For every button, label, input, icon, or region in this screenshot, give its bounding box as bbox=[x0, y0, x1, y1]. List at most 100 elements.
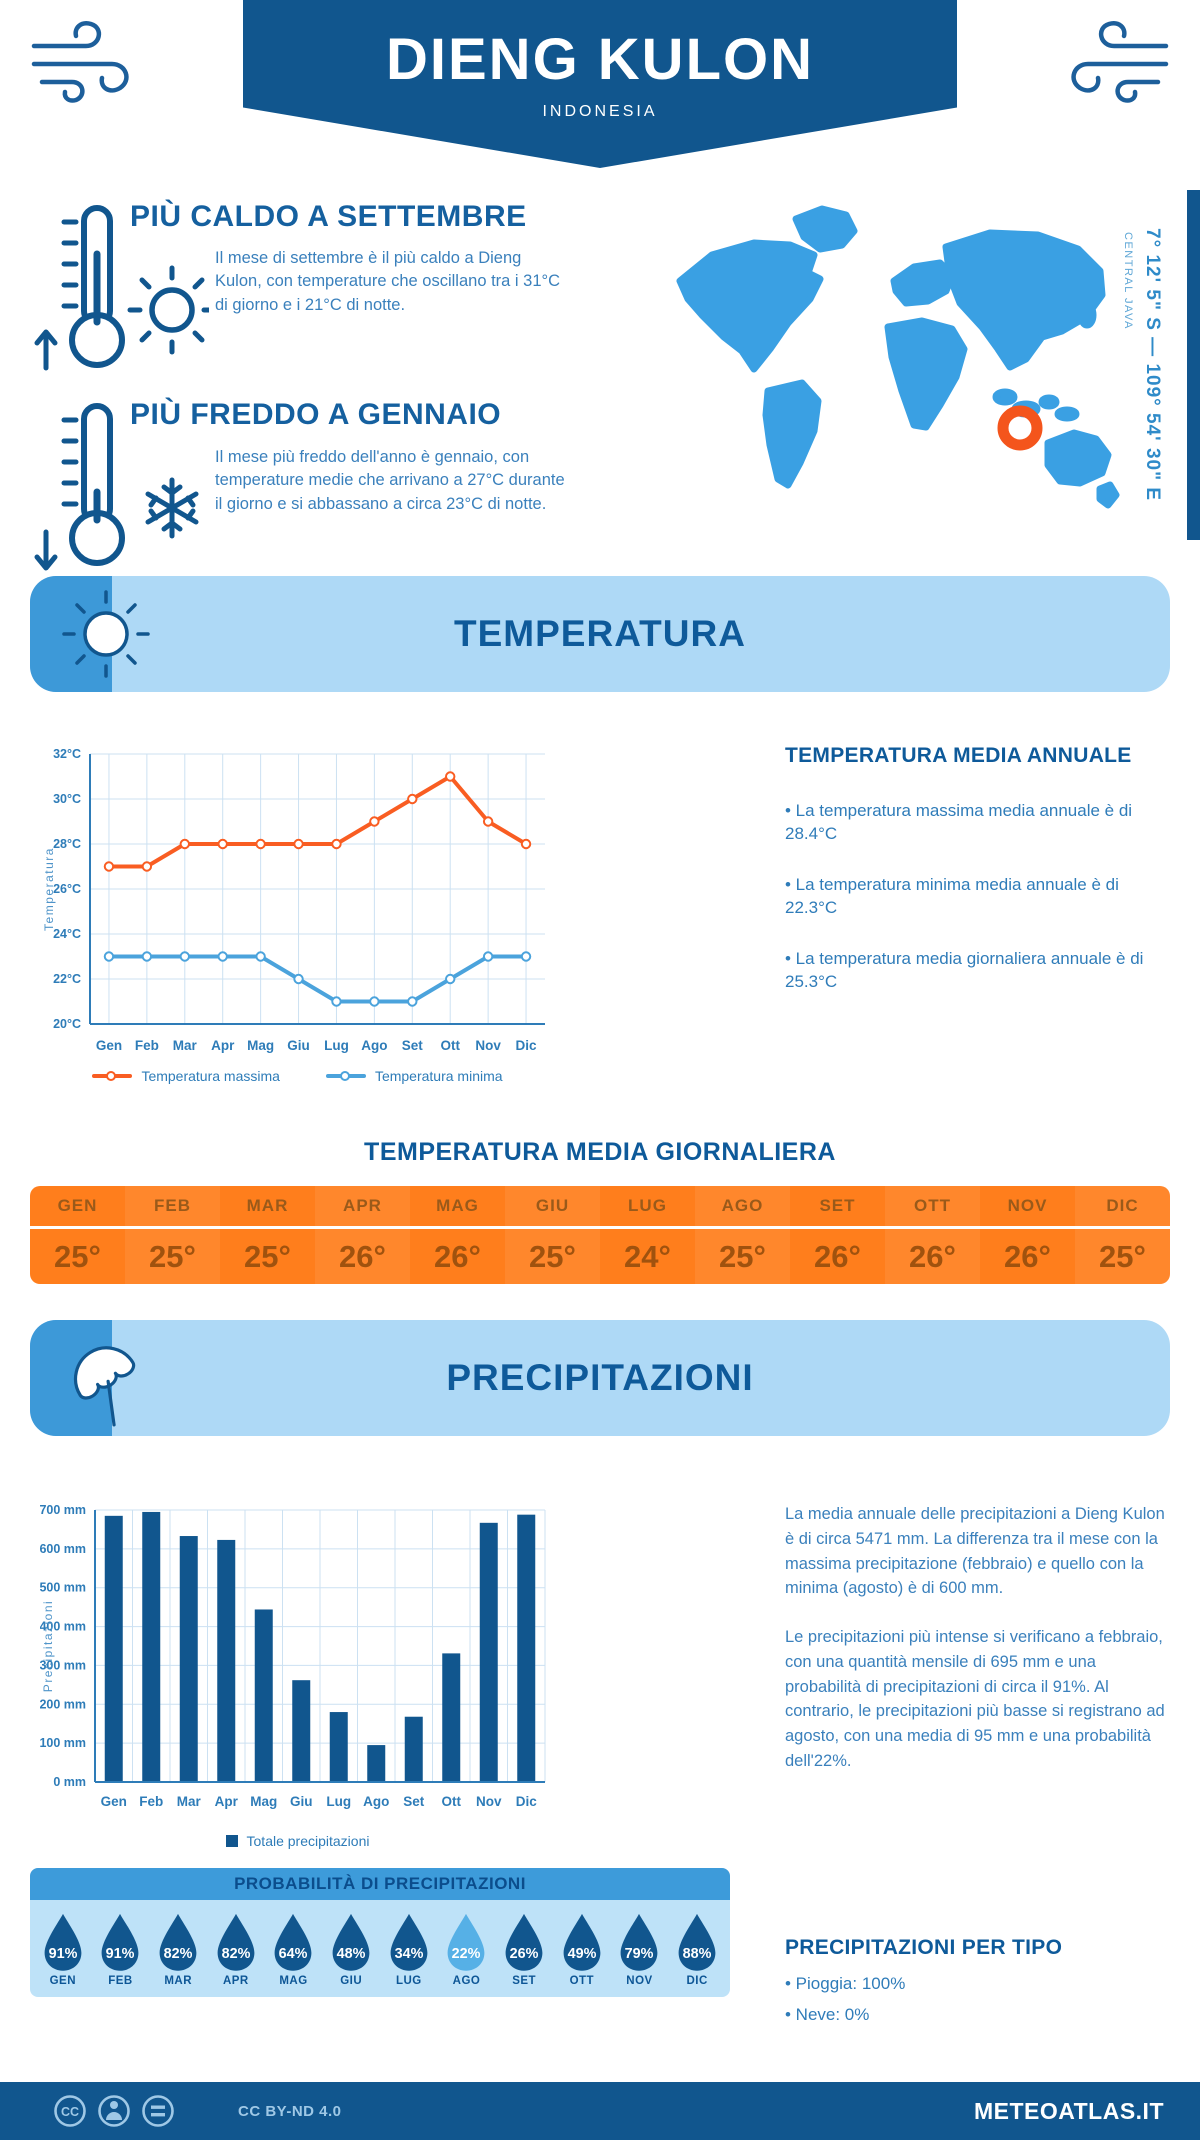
license-label: CC BY-ND 4.0 bbox=[238, 2103, 342, 2120]
world-map bbox=[676, 205, 1120, 509]
month-label: OTT bbox=[885, 1186, 980, 1229]
sun-icon bbox=[62, 590, 150, 678]
water-drop-icon: 64% bbox=[275, 1913, 312, 1971]
data-point bbox=[293, 973, 304, 985]
bar bbox=[517, 1514, 536, 1782]
month-label: NOV bbox=[980, 1186, 1075, 1229]
y-tick: 400 mm bbox=[40, 1620, 86, 1634]
probability-column: 26% SET bbox=[495, 1912, 553, 1987]
thermometer-cold-snowflake-icon bbox=[34, 403, 199, 571]
probability-value: 34% bbox=[394, 1946, 423, 1962]
data-point bbox=[520, 838, 532, 850]
temperature-band: TEMPERATURA bbox=[30, 576, 1170, 692]
x-tick: Mag bbox=[247, 1038, 274, 1053]
water-drop-icon: 49% bbox=[563, 1913, 601, 1971]
data-point bbox=[255, 951, 266, 962]
x-tick: Ott bbox=[442, 1794, 462, 1809]
header-banner: DIENG KULON INDONESIA bbox=[243, 0, 957, 168]
probability-column: 34% LUG bbox=[380, 1912, 438, 1987]
legend-marker bbox=[225, 1835, 238, 1847]
month-label: GIU bbox=[505, 1186, 600, 1229]
x-tick: Giu bbox=[290, 1794, 313, 1809]
footer-bar: CC CC BY-ND 4.0 METEOATLAS.IT bbox=[0, 2082, 1200, 2140]
series-line bbox=[106, 954, 529, 1004]
temperature-value: 26° bbox=[814, 1238, 861, 1274]
temperature-value: 26° bbox=[1004, 1238, 1051, 1274]
month-label: OTT bbox=[569, 1975, 595, 1987]
daily-temp-column: AGO 25° bbox=[695, 1186, 790, 1284]
temperature-value: 24° bbox=[624, 1238, 671, 1274]
data-point bbox=[293, 838, 304, 850]
y-axis-label: Precipitazioni bbox=[41, 1600, 55, 1692]
data-point bbox=[520, 951, 532, 962]
paragraph: Le precipitazioni più intense si verific… bbox=[785, 1628, 1165, 1770]
month-label: MAG bbox=[410, 1186, 505, 1229]
precipitation-chart-legend: Totale precipitazioni bbox=[40, 1833, 555, 1849]
probability-column: 79% NOV bbox=[611, 1912, 669, 1987]
data-point bbox=[482, 816, 494, 827]
month-label: NOV bbox=[626, 1975, 653, 1987]
probability-value: 26% bbox=[510, 1946, 539, 1962]
x-tick: Lug bbox=[324, 1038, 349, 1053]
thermometer-hot-sun-icon bbox=[34, 205, 209, 371]
bar bbox=[179, 1536, 198, 1782]
probability-value: 82% bbox=[221, 1946, 250, 1962]
daily-temp-column: SET 26° bbox=[790, 1186, 885, 1284]
annual-temp-title: TEMPERATURA MEDIA ANNUALE bbox=[785, 744, 1132, 767]
daily-temp-column: DIC 25° bbox=[1075, 1186, 1170, 1284]
data-point bbox=[217, 838, 228, 850]
month-label: AGO bbox=[695, 1186, 790, 1229]
x-tick: Mar bbox=[173, 1038, 198, 1053]
probability-value: 48% bbox=[337, 1946, 366, 1962]
y-tick: 700 mm bbox=[40, 1503, 86, 1517]
paragraph: La media annuale delle precipitazioni a … bbox=[785, 1505, 1165, 1598]
temperature-band-title: TEMPERATURA bbox=[454, 613, 746, 654]
daily-temp-column: GEN 25° bbox=[30, 1186, 125, 1284]
data-point bbox=[141, 861, 153, 872]
svg-text:CC: CC bbox=[61, 2105, 79, 2119]
water-drop-icon: 22% bbox=[448, 1913, 485, 1971]
probability-column: 22% AGO bbox=[438, 1912, 496, 1987]
precipitation-band-title: PRECIPITAZIONI bbox=[446, 1357, 754, 1398]
precip-type-title: PRECIPITAZIONI PER TIPO bbox=[785, 1936, 1063, 1959]
cold-month-title: PIÙ FREDDO A GENNAIO bbox=[130, 398, 502, 431]
month-label: AGO bbox=[452, 1975, 481, 1987]
legend-label: Totale precipitazioni bbox=[246, 1833, 370, 1849]
legend-item: Totale precipitazioni bbox=[225, 1833, 370, 1849]
temperature-value: 25° bbox=[149, 1238, 196, 1274]
data-point bbox=[407, 996, 418, 1007]
y-tick: 28°C bbox=[53, 837, 81, 851]
bullet-item: • Pioggia: 100% bbox=[785, 1974, 906, 1993]
daily-temp-title: TEMPERATURA MEDIA GIORNALIERA bbox=[364, 1138, 836, 1166]
y-tick: 300 mm bbox=[40, 1658, 86, 1672]
bar bbox=[292, 1680, 311, 1782]
month-label: APR bbox=[222, 1975, 249, 1987]
bar bbox=[217, 1539, 236, 1782]
probability-drops: 91% GEN 91% FEB 82% MAR 82% APR 64% MAG 48% GIU 34% L… bbox=[30, 1900, 730, 1997]
temperature-value: 26° bbox=[339, 1238, 386, 1274]
legend-marker bbox=[92, 1071, 133, 1081]
data-point bbox=[369, 816, 380, 827]
wind-gust-icon bbox=[1071, 21, 1169, 103]
bar bbox=[442, 1653, 461, 1782]
month-label: GIU bbox=[340, 1975, 363, 1987]
x-tick: Dic bbox=[516, 1794, 538, 1809]
water-drop-icon: 91% bbox=[102, 1913, 139, 1971]
probability-column: 88% DIC bbox=[668, 1912, 726, 1987]
x-tick: Dic bbox=[516, 1038, 538, 1053]
daily-temp-column: APR 26° bbox=[315, 1186, 410, 1284]
bar bbox=[367, 1745, 386, 1782]
data-point bbox=[369, 996, 380, 1007]
location-marker bbox=[997, 405, 1043, 451]
x-tick: Mar bbox=[177, 1794, 202, 1809]
page-subtitle: INDONESIA bbox=[542, 103, 658, 120]
creative-commons-icons: CC bbox=[54, 2095, 174, 2127]
temperature-chart: 20°C 22°C 24°C 26°C 28°C 30°C 32°C Gen Feb Mar Apr… bbox=[42, 747, 545, 1053]
coordinates-label: 7° 12' 5" S — 109° 54' 30" E bbox=[1142, 228, 1163, 502]
x-tick: Apr bbox=[211, 1038, 235, 1053]
x-tick: Nov bbox=[475, 1038, 501, 1053]
x-tick: Lug bbox=[326, 1794, 351, 1809]
bar bbox=[254, 1609, 273, 1782]
x-tick: Gen bbox=[96, 1038, 122, 1053]
